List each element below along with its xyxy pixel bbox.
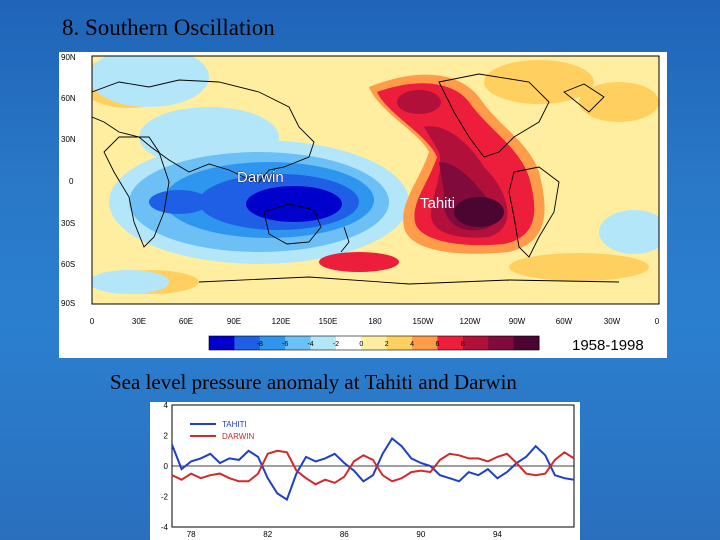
period-label: 1958-1998 [572,337,644,354]
x-tick: 82 [263,530,272,539]
lon-label-180: 180 [368,317,382,326]
lon-label-60e: 60E [179,317,193,326]
map-figure: 90N 60N 30N 0 30S 60S 90S 0 30E 60E 90E … [61,53,660,351]
colorbar [208,335,540,351]
y-tick: 0 [164,462,169,471]
lat-label-60n: 60N [61,94,76,103]
slide-title: 8. Southern Oscillation [62,15,275,40]
tahiti-label: Tahiti [420,195,455,212]
darwin-series-line [171,449,575,486]
lon-label-0: 0 [90,317,95,326]
colorbar-tick: 4 [410,341,414,348]
colorbar-swatch [437,336,464,350]
darwin-label: Darwin [237,169,284,186]
lon-label-120w: 120W [460,317,481,326]
colorbar-swatch [513,336,540,350]
colorbar-swatch [335,336,362,350]
x-tick: 90 [416,530,425,539]
legend: TAHITI DARWIN [190,420,255,441]
lat-label-eq: 0 [69,177,74,186]
colorbar-swatch [361,336,388,350]
colorbar-tick: 6 [436,341,440,348]
colorbar-swatch [285,336,312,350]
timeseries-panel: 4 2 0 -2 -4 78 82 86 90 94 TAHITI DARWIN [150,402,580,540]
y-tick: -4 [161,523,169,532]
colorbar-swatch [209,336,235,350]
y-tick: 4 [164,402,169,410]
colorbar-swatch [462,336,489,350]
colorbar-ticks: -8 -6 -4 -2 0 2 4 6 8 [257,341,465,348]
lon-label-90e: 90E [227,317,241,326]
figure-caption: Sea level pressure anomaly at Tahiti and… [110,370,517,394]
lat-label-30s: 30S [61,219,75,228]
x-tick: 94 [493,530,502,539]
colorbar-outline [208,335,540,351]
lon-label-30e: 30E [132,317,146,326]
colorbar-swatch [386,336,413,350]
legend-label-tahiti: TAHITI [222,420,247,429]
tahiti-series-line [171,437,575,502]
x-axis-ticks: 78 82 86 90 94 [187,530,503,539]
y-tick: 2 [164,432,169,441]
map-field [92,56,659,304]
timeseries-chart: 4 2 0 -2 -4 78 82 86 90 94 TAHITI DARWIN [161,402,575,539]
x-tick: 86 [340,530,349,539]
y-tick: -2 [161,493,169,502]
lat-label-60s: 60S [61,260,75,269]
lon-label-120e: 120E [272,317,291,326]
legend-label-darwin: DARWIN [222,432,255,441]
lon-label-60w: 60W [556,317,573,326]
colorbar-tick: -6 [282,341,288,348]
lat-label-30n: 30N [61,135,76,144]
lon-label-30w: 30W [604,317,621,326]
colorbar-swatch [488,336,515,350]
lat-label-90s: 90S [61,299,75,308]
x-tick: 78 [187,530,196,539]
colorbar-tick: -8 [257,341,263,348]
colorbar-swatch [234,336,261,350]
lat-label-90n: 90N [61,53,76,62]
colorbar-swatch [310,336,337,350]
lon-label-90w: 90W [509,317,526,326]
colorbar-tick: -4 [307,341,313,348]
colorbar-tick: 2 [385,341,389,348]
lon-label-0-end: 0 [655,317,660,326]
lon-label-150w: 150W [413,317,434,326]
y-axis-ticks: 4 2 0 -2 -4 [161,402,169,532]
colorbar-tick: -2 [333,341,339,348]
lon-label-150e: 150E [319,317,338,326]
colorbar-tick: 8 [461,341,465,348]
slp-anomaly-map: 90N 60N 30N 0 30S 60S 90S 0 30E 60E 90E … [59,52,667,358]
colorbar-swatch [412,336,438,350]
colorbar-swatch [259,336,286,350]
colorbar-tick: 0 [359,341,363,348]
